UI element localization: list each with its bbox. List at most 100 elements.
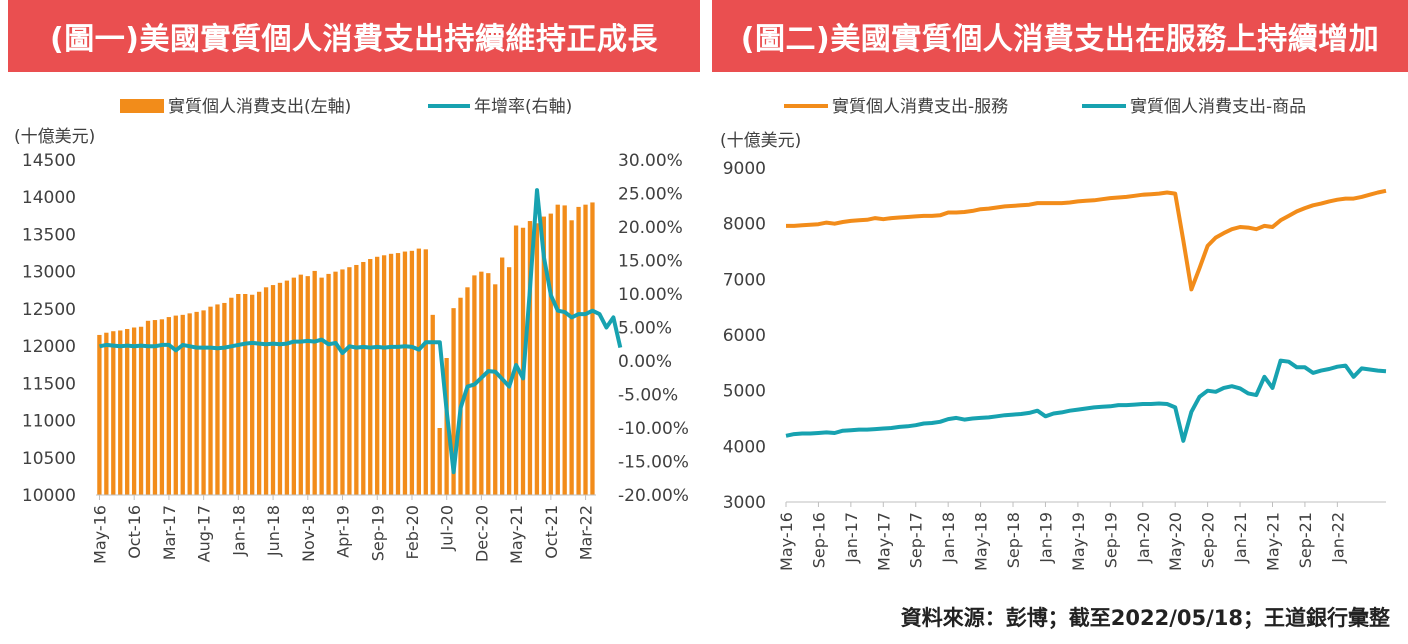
bar	[187, 313, 192, 495]
x-tick-label: Jan-22	[1328, 512, 1347, 564]
bar	[250, 294, 255, 495]
x-tick-label: Jan-19	[1036, 512, 1055, 564]
bar	[555, 204, 560, 495]
x-tick-label: Jan-21	[1231, 512, 1250, 564]
right-tick-label: 0.00%	[618, 352, 672, 372]
bar	[409, 250, 415, 495]
x-tick-label: Jan-17	[842, 512, 861, 564]
y-tick-label: 3000	[723, 493, 766, 513]
x-tick-label: May-16	[777, 512, 796, 571]
x-tick-label: Dec-20	[472, 505, 491, 562]
x-tick-label: May-21	[507, 505, 526, 564]
x-tick-label: Sep-20	[1199, 512, 1218, 568]
bar	[222, 302, 227, 495]
left-tick-label: 14000	[22, 188, 76, 208]
x-tick-label: May-17	[874, 512, 893, 571]
bar	[333, 271, 338, 495]
bar	[263, 287, 269, 495]
bar	[201, 310, 206, 495]
bar	[458, 297, 463, 495]
chart1-plot: 實質個人消費支出(左軸) 年增率(右軸) (十億美元) 14500 14000 13500…	[14, 97, 689, 564]
right-tick-label: -15.00%	[618, 453, 689, 473]
bar	[173, 315, 178, 495]
bar	[125, 328, 130, 495]
x-tick-label: Jan-18	[229, 505, 248, 557]
chart1-title-banner: (圖一)美國實質個人消費支出持續維持正成長	[8, 0, 700, 72]
left-tick-label: 10500	[22, 449, 76, 469]
bar	[437, 428, 442, 495]
bar	[451, 308, 456, 495]
bar	[298, 274, 303, 495]
bar	[513, 225, 519, 495]
bar	[430, 314, 435, 495]
x-tick-label: Mar-22	[577, 505, 596, 560]
x-tick-label: Sep-18	[1004, 512, 1023, 568]
legend-bar-swatch	[120, 99, 164, 113]
bar	[493, 284, 498, 495]
goods-line	[785, 358, 1387, 443]
x-tick-label: May-19	[1069, 512, 1088, 571]
services-line	[786, 188, 1387, 292]
bar	[486, 273, 491, 495]
left-tick-label: 11500	[22, 374, 76, 394]
y-axis-unit: (十億美元)	[14, 127, 95, 147]
legend-services-label: 實質個人消費支出-服務	[832, 97, 1008, 117]
bar	[388, 253, 394, 495]
growth-rate-line	[99, 188, 623, 475]
bar	[229, 297, 234, 495]
bar	[145, 320, 151, 495]
right-tick-label: 30.00%	[618, 151, 683, 171]
y-tick-label: 5000	[723, 382, 766, 402]
bar	[208, 306, 213, 495]
bar	[243, 294, 248, 495]
bar	[180, 314, 185, 495]
chart2-plot: 實質個人消費支出-服務 實質個人消費支出-商品 (十億美元) 9000 8000 7000…	[720, 97, 1387, 571]
left-tick-label: 13000	[22, 263, 76, 283]
source-note: 資料來源：彭博；截至2022/05/18；王道銀行彙整	[900, 606, 1390, 630]
x-tick-label: Oct-16	[125, 505, 144, 559]
bar	[479, 271, 484, 495]
y-axis-unit: (十億美元)	[720, 131, 801, 151]
x-tick-label: Apr-19	[334, 505, 353, 558]
bar	[236, 294, 241, 495]
bar	[326, 273, 331, 495]
bar	[527, 221, 533, 496]
x-tick-label: Sep-19	[1101, 512, 1120, 568]
x-tick-label: May-16	[90, 505, 109, 564]
legend-line-label: 年增率(右軸)	[474, 97, 572, 117]
bar	[423, 249, 428, 495]
chart2-title-banner: (圖二)美國實質個人消費支出在服務上持續增加	[712, 0, 1408, 72]
left-tick-label: 10000	[22, 486, 76, 506]
left-tick-label: 12500	[22, 300, 76, 320]
x-tick-label: May-21	[1263, 512, 1282, 571]
x-tick-label: Oct-21	[542, 505, 561, 559]
left-tick-label: 11000	[22, 412, 76, 432]
right-tick-label: -10.00%	[618, 419, 689, 439]
y-tick-label: 9000	[723, 159, 766, 179]
bar	[138, 326, 144, 495]
x-tick-label: Sep-16	[809, 512, 828, 568]
legend-goods-label: 實質個人消費支出-商品	[1130, 97, 1306, 117]
legend-bar-label: 實質個人消費支出(左軸)	[168, 97, 351, 117]
left-tick-label: 12000	[22, 337, 76, 357]
right-tick-label: -20.00%	[618, 486, 689, 506]
bar	[291, 277, 296, 495]
bar	[368, 259, 373, 495]
bar	[395, 253, 401, 495]
x-tick-label: Nov-18	[299, 505, 318, 562]
bar	[152, 320, 158, 495]
x-tick-label: Mar-17	[160, 505, 179, 560]
right-tick-label: 20.00%	[618, 218, 683, 238]
bar	[284, 280, 290, 495]
bar	[111, 331, 116, 495]
bar	[270, 285, 276, 495]
x-tick-label: May-18	[972, 512, 991, 571]
bar	[305, 276, 310, 495]
bar	[361, 261, 366, 495]
right-tick-label: 5.00%	[618, 319, 672, 339]
right-tick-label: -5.00%	[618, 386, 678, 406]
x-tick-label: Jul-20	[438, 505, 457, 551]
right-tick-label: 25.00%	[618, 185, 683, 205]
x-tick-label: May-20	[1166, 512, 1185, 571]
bar	[354, 264, 359, 495]
